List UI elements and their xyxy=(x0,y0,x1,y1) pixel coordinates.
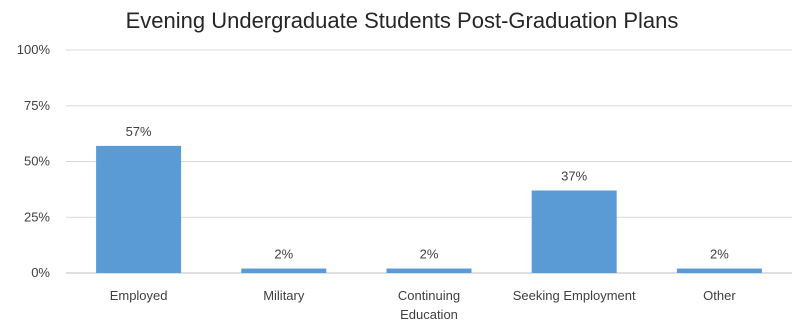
y-tick-label: 50% xyxy=(24,154,50,169)
data-label: 37% xyxy=(561,168,587,183)
category-label: Seeking Employment xyxy=(513,288,636,303)
category-label: Other xyxy=(703,288,736,303)
category-label: Continuing xyxy=(398,288,460,303)
bar xyxy=(676,268,762,273)
bar xyxy=(241,268,327,273)
category-label: Education xyxy=(400,307,458,322)
category-label: Employed xyxy=(110,288,168,303)
y-tick-label: 100% xyxy=(17,42,51,57)
data-label: 57% xyxy=(126,124,152,139)
bar xyxy=(386,268,472,273)
y-tick-label: 0% xyxy=(31,265,50,280)
data-label: 2% xyxy=(710,247,729,262)
data-label: 2% xyxy=(274,247,293,262)
chart-title: Evening Undergraduate Students Post-Grad… xyxy=(125,8,679,33)
y-tick-label: 25% xyxy=(24,209,50,224)
bar xyxy=(531,190,617,273)
data-label: 2% xyxy=(420,247,439,262)
category-label: Military xyxy=(263,288,305,303)
bar xyxy=(96,145,182,273)
y-tick-label: 75% xyxy=(24,98,50,113)
